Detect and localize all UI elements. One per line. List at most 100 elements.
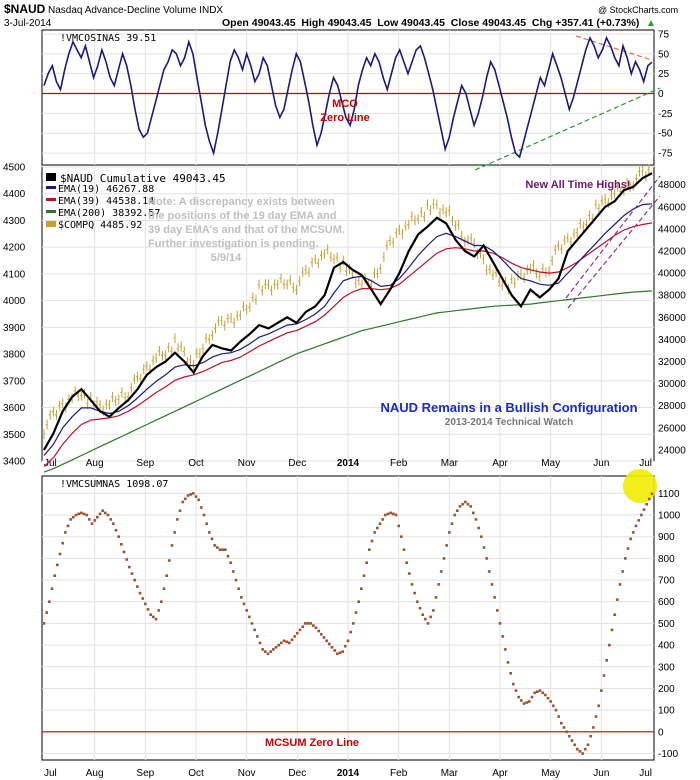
mcsum-point (560, 721, 563, 725)
y-tick-label: 3500 (3, 430, 26, 441)
mcsum-point (605, 659, 608, 662)
legend-swatch-naud (46, 173, 56, 181)
mcsum-point (632, 531, 635, 534)
x-tick-label: Jul (639, 768, 652, 779)
y-tick-label: 800 (658, 554, 675, 565)
x-tick-label: Sep (136, 458, 154, 469)
mcsum-point (208, 531, 211, 534)
mcsum-point (538, 689, 542, 692)
y-tick-label: 34000 (658, 335, 686, 346)
mcsum-point (642, 508, 646, 511)
note-block: Note: A discrepancy exists between the p… (148, 196, 345, 264)
mcsum-point (586, 743, 590, 747)
mcsum-point (520, 699, 523, 702)
mcsum-point (581, 752, 584, 755)
mcsum-point (514, 689, 518, 692)
mcsum-point (328, 642, 331, 646)
mcsum-point (600, 689, 603, 692)
mcsum-point (109, 518, 112, 521)
mcsum-point (544, 693, 547, 697)
mcsum-point (458, 505, 462, 508)
mcsum-point (293, 635, 296, 638)
mcsum-point (125, 558, 128, 561)
x-tick-label: May (541, 458, 560, 469)
mcsum-point (157, 609, 160, 612)
y-tick-label: 32000 (658, 357, 686, 368)
mcsum-point (229, 561, 232, 564)
mco-label: MCO (332, 98, 358, 110)
mcsum-point (136, 585, 139, 588)
mcsum-point (592, 726, 595, 729)
mcsum-point (264, 650, 267, 653)
mcsum-point (210, 537, 214, 541)
naud-trendline-lower (567, 195, 661, 309)
top-legend: !VMCOSINAS 39.51 (60, 33, 156, 44)
mcsum-point (400, 535, 403, 538)
mcsum-point (133, 578, 136, 582)
mcsum-point (242, 602, 246, 606)
y-tick-label: -50 (658, 129, 673, 140)
mcsum-point (504, 648, 507, 651)
mcsum-point (114, 528, 118, 532)
mcsum-point (624, 557, 627, 560)
mcsum-point (306, 622, 310, 625)
mcsum-point (384, 513, 387, 517)
y-tick-label: 24000 (658, 445, 686, 456)
mcsum-point (202, 513, 206, 517)
mcsum-point (269, 650, 272, 653)
mcsum-point (296, 631, 299, 635)
mcsum-point (490, 583, 494, 586)
y-tick-label: -75 (658, 149, 673, 160)
mcsum-point (429, 615, 432, 619)
mcsum-point (426, 622, 430, 625)
mcsum-point (101, 509, 104, 512)
mcsum-point (541, 691, 544, 695)
mcsum-zero-label: MCSUM Zero Line (265, 737, 359, 749)
mcsum-point (584, 747, 587, 751)
mcsum-point (434, 596, 438, 599)
mcsum-point (469, 505, 472, 508)
mcsum-point (480, 535, 483, 538)
mcsum-point (221, 548, 224, 551)
y-tick-label: 4100 (3, 269, 26, 280)
grid (42, 30, 654, 760)
mcsum-point (530, 695, 534, 699)
mcsum-point (186, 494, 190, 497)
mcsum-point (122, 550, 126, 554)
x-tick-label: Oct (188, 458, 204, 469)
mcsum-point (85, 513, 88, 517)
bottom-legend: !VMCSUMNAS 1098.07 (60, 479, 168, 490)
mco-series-line (43, 35, 653, 159)
mcsum-point (637, 519, 640, 522)
mcsum-point (154, 617, 158, 621)
mcsum-point (413, 591, 416, 595)
mcsum-point (69, 518, 72, 521)
mcsum-point (224, 548, 227, 551)
mcsum-point (362, 574, 366, 577)
mcsum-point (290, 638, 294, 641)
mcsum-point (578, 750, 582, 753)
x-tick-label: Sep (136, 768, 154, 779)
mcsum-point (552, 704, 555, 708)
y-tick-label: 0 (658, 727, 664, 738)
mcsum-point (330, 646, 334, 649)
y-tick-label: 40000 (658, 269, 686, 280)
y-tick-label: 28000 (658, 401, 686, 412)
mcsum-point (512, 682, 515, 686)
mcsum-point (277, 643, 280, 647)
mcsum-point (266, 652, 270, 656)
mcsum-point (533, 691, 536, 695)
y-tick-label: 4500 (3, 163, 26, 174)
mcsum-point (53, 574, 56, 577)
mcsum-point (261, 648, 264, 651)
bullish-label: NAUD Remains in a Bullish Configuration (380, 400, 637, 415)
mcsum-point (440, 570, 443, 573)
mcsum-point (352, 622, 355, 625)
y-tick-label: 36000 (658, 313, 686, 324)
mcsum-point (237, 587, 240, 590)
mcsum-point (344, 644, 347, 648)
naud-cumulative-line (43, 172, 653, 451)
x-tick-label: Feb (390, 458, 408, 469)
mcsum-point (368, 548, 371, 551)
legend-swatch-ema19 (46, 186, 56, 189)
